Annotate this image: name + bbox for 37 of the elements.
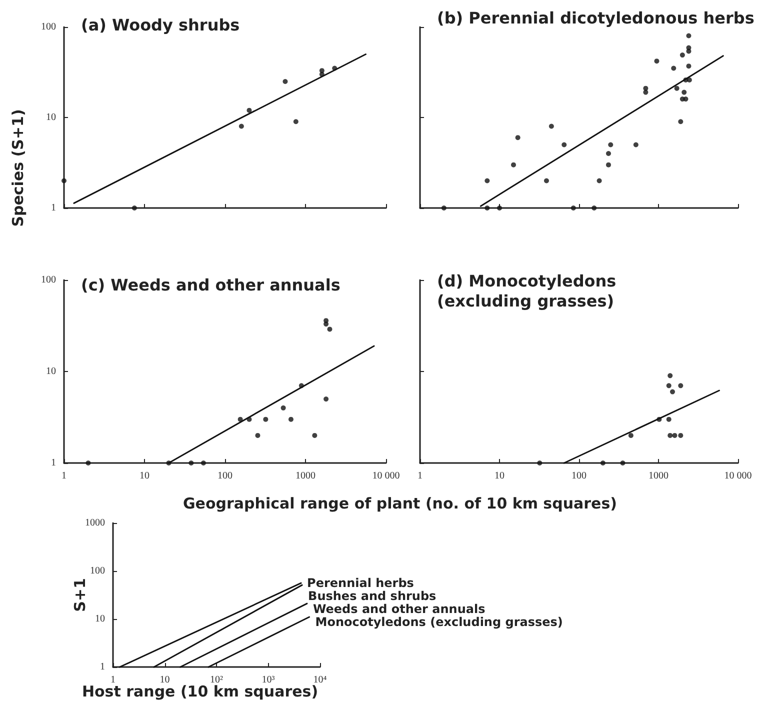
chart-title: (d) Monocotyledons (excluding grasses) — [437, 272, 616, 310]
x-tick-label: 10 — [140, 470, 150, 482]
y-tick-label: 100 — [41, 274, 56, 286]
y-tick-label: 1 — [51, 202, 56, 214]
series-label: Monocotyledons (excluding grasses) — [315, 615, 563, 630]
chart-title: (a) Woody shrubs — [81, 16, 240, 34]
chart-title: (b) Perennial dicotyledonous herbs — [437, 8, 754, 28]
y-axis-title: Species (S+1) — [9, 109, 27, 227]
y-tick-label: 1000 — [85, 518, 105, 528]
y-tick-label: 10 — [46, 366, 56, 377]
x-tick-label: 10³ — [262, 674, 275, 686]
x-tick-label: 1 — [418, 470, 422, 482]
y-tick-label: 10 — [46, 112, 56, 123]
x-tick-label: 10⁴ — [313, 674, 328, 686]
y-tick-label: 100 — [41, 22, 56, 32]
y-tick-label: 10 — [95, 614, 105, 624]
series-label: Perennial herbs — [307, 576, 414, 590]
y-tick-label: 1 — [51, 458, 56, 468]
x-tick-label: 10 000 — [724, 470, 752, 482]
x-tick-label: 1000 — [296, 470, 316, 482]
y-tick-label: 1 — [100, 662, 105, 672]
x-tick-label: 1000 — [648, 470, 668, 482]
series-label: Weeds and other annuals — [312, 602, 486, 616]
x-tick-label: 1 — [110, 674, 116, 686]
x-tick-label: 10 — [160, 674, 170, 686]
y-axis-title: S+1 — [71, 578, 89, 612]
x-axis-title: Geographical range of plant (no. of 10 km squares) — [183, 494, 617, 512]
series-label: Bushes and shrubs — [308, 589, 436, 604]
x-tick-label: 100 — [572, 470, 586, 482]
x-axis-title: Host range (10 km squares) — [82, 682, 318, 700]
x-tick-label: 100 — [218, 470, 232, 482]
x-tick-label: 10 — [494, 470, 504, 482]
chart-title: (c) Weeds and other annuals — [81, 276, 340, 294]
x-tick-label: 1 — [62, 470, 66, 482]
x-tick-label: 10 000 — [372, 470, 400, 482]
y-tick-label: 100 — [90, 566, 105, 576]
x-tick-label: 10² — [210, 674, 223, 686]
